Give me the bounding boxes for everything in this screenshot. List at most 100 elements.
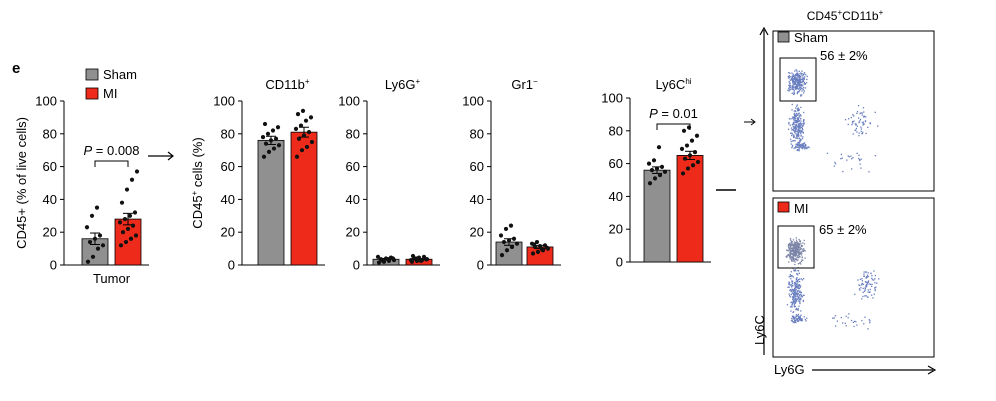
data-point bbox=[685, 166, 691, 171]
flow-event bbox=[798, 132, 800, 134]
flow-event bbox=[797, 281, 799, 283]
flow-event bbox=[800, 291, 802, 294]
flow-event bbox=[874, 289, 876, 292]
flow-event bbox=[861, 284, 863, 286]
flow-event bbox=[796, 272, 798, 275]
y-tick-label: 0 bbox=[616, 255, 623, 270]
flow-event bbox=[794, 87, 796, 89]
flow-event bbox=[798, 134, 800, 136]
y-tick-label: 40 bbox=[470, 192, 484, 207]
flow-event bbox=[858, 132, 860, 134]
flow-event bbox=[861, 319, 863, 322]
flow-event bbox=[790, 250, 792, 252]
flow-event bbox=[796, 108, 798, 110]
flow-event bbox=[800, 72, 802, 74]
flow-event bbox=[852, 157, 854, 159]
flow-event bbox=[804, 148, 806, 150]
flow-event bbox=[861, 278, 863, 280]
flow-swatch-sham bbox=[777, 31, 790, 43]
data-point bbox=[119, 200, 125, 205]
flow-event bbox=[793, 247, 795, 249]
flow-event bbox=[800, 78, 803, 81]
flow-event bbox=[788, 261, 790, 263]
flow-event bbox=[797, 114, 799, 116]
flow-event bbox=[796, 92, 799, 94]
flow-event bbox=[799, 82, 801, 84]
flow-event bbox=[861, 112, 863, 114]
flow-event bbox=[800, 145, 803, 147]
flow-event bbox=[801, 143, 803, 145]
flow-event bbox=[796, 143, 798, 145]
flow-event bbox=[797, 148, 799, 151]
flow-event bbox=[789, 86, 792, 89]
flow-event bbox=[789, 256, 792, 258]
flow-event bbox=[858, 117, 860, 119]
flow-event bbox=[871, 283, 873, 285]
flow-event bbox=[796, 277, 798, 279]
data-point bbox=[261, 154, 267, 159]
flow-event bbox=[792, 122, 794, 124]
flow-event bbox=[787, 253, 790, 256]
flow-event bbox=[795, 247, 798, 249]
flow-event bbox=[790, 250, 792, 252]
flow-event bbox=[796, 308, 798, 311]
flow-event bbox=[864, 288, 866, 290]
flow-event bbox=[796, 287, 798, 289]
flow-event bbox=[862, 121, 864, 123]
flow-event bbox=[796, 136, 798, 138]
flow-event bbox=[799, 122, 802, 124]
flow-event bbox=[799, 129, 801, 131]
data-point bbox=[531, 242, 537, 247]
data-point bbox=[506, 238, 512, 243]
flow-event bbox=[796, 293, 798, 295]
flow-event bbox=[792, 135, 795, 137]
flow-event bbox=[859, 284, 861, 287]
flow-event bbox=[790, 85, 792, 87]
flow-event bbox=[794, 131, 796, 134]
flow-event bbox=[797, 297, 799, 299]
flow-event bbox=[803, 111, 805, 114]
flow-event bbox=[801, 131, 803, 133]
flow-event bbox=[796, 314, 798, 317]
data-point bbox=[123, 239, 129, 245]
flow-event bbox=[788, 286, 790, 288]
flow-event bbox=[797, 133, 799, 135]
flow-event bbox=[804, 144, 806, 146]
flow-event bbox=[853, 115, 855, 117]
data-point bbox=[657, 172, 663, 178]
flow-event bbox=[788, 255, 790, 257]
flow-event bbox=[840, 316, 842, 319]
data-point bbox=[682, 156, 688, 161]
flow-event bbox=[854, 293, 856, 295]
flow-event bbox=[851, 168, 853, 170]
flow-event bbox=[789, 89, 791, 91]
flow-event bbox=[866, 274, 869, 276]
flow-event bbox=[795, 251, 798, 254]
flow-event bbox=[834, 325, 837, 327]
flow-event bbox=[797, 118, 799, 121]
y-tick-label: 60 bbox=[346, 159, 360, 174]
flow-event bbox=[868, 280, 870, 282]
panel-label: e bbox=[12, 60, 20, 77]
flow-event bbox=[796, 283, 799, 285]
flow-event bbox=[797, 117, 799, 120]
flow-event bbox=[797, 248, 799, 250]
p-value-label: P = 0.008 bbox=[83, 143, 139, 158]
y-tick-label: 0 bbox=[477, 258, 484, 273]
flow-event bbox=[858, 154, 860, 156]
bar-sham bbox=[257, 139, 285, 266]
flow-event bbox=[793, 117, 795, 119]
flow-event bbox=[794, 259, 796, 261]
flow-event bbox=[794, 124, 796, 126]
flow-event bbox=[795, 120, 797, 123]
flow-event bbox=[862, 107, 865, 109]
flow-event bbox=[796, 92, 798, 95]
flow-event bbox=[803, 83, 805, 85]
flow-event bbox=[799, 286, 801, 288]
flow-event bbox=[865, 285, 867, 287]
flow-event bbox=[794, 319, 796, 322]
flow-event bbox=[791, 146, 793, 149]
flow-event bbox=[866, 281, 868, 284]
flow-event bbox=[799, 302, 801, 305]
flow-event bbox=[787, 128, 790, 130]
